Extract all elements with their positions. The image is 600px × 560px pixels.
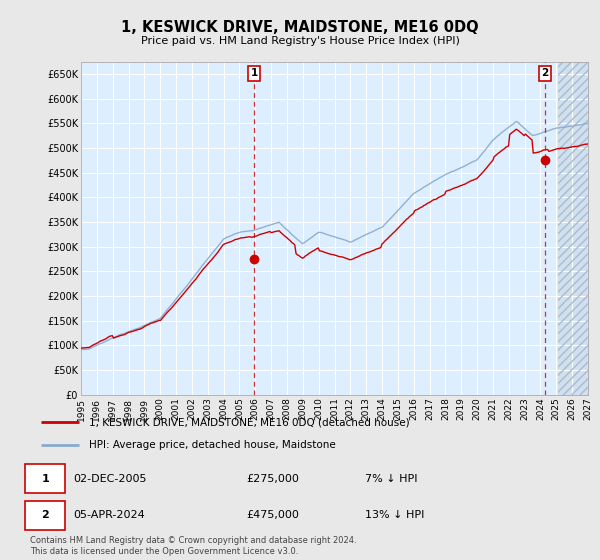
Text: 2: 2: [541, 68, 548, 78]
Text: £475,000: £475,000: [246, 510, 299, 520]
Text: Price paid vs. HM Land Registry's House Price Index (HPI): Price paid vs. HM Land Registry's House …: [140, 36, 460, 46]
Text: 7% ↓ HPI: 7% ↓ HPI: [365, 474, 418, 484]
Text: 1, KESWICK DRIVE, MAIDSTONE, ME16 0DQ (detached house): 1, KESWICK DRIVE, MAIDSTONE, ME16 0DQ (d…: [89, 417, 410, 427]
Text: 2: 2: [41, 510, 49, 520]
Text: 05-APR-2024: 05-APR-2024: [73, 510, 145, 520]
FancyBboxPatch shape: [25, 501, 65, 530]
Text: 13% ↓ HPI: 13% ↓ HPI: [365, 510, 424, 520]
Text: 1: 1: [41, 474, 49, 484]
Text: 02-DEC-2005: 02-DEC-2005: [73, 474, 146, 484]
Text: 1, KESWICK DRIVE, MAIDSTONE, ME16 0DQ: 1, KESWICK DRIVE, MAIDSTONE, ME16 0DQ: [121, 20, 479, 35]
Text: £275,000: £275,000: [246, 474, 299, 484]
Text: HPI: Average price, detached house, Maidstone: HPI: Average price, detached house, Maid…: [89, 440, 336, 450]
Text: Contains HM Land Registry data © Crown copyright and database right 2024.
This d: Contains HM Land Registry data © Crown c…: [30, 536, 356, 556]
Text: 1: 1: [250, 68, 257, 78]
FancyBboxPatch shape: [25, 464, 65, 493]
